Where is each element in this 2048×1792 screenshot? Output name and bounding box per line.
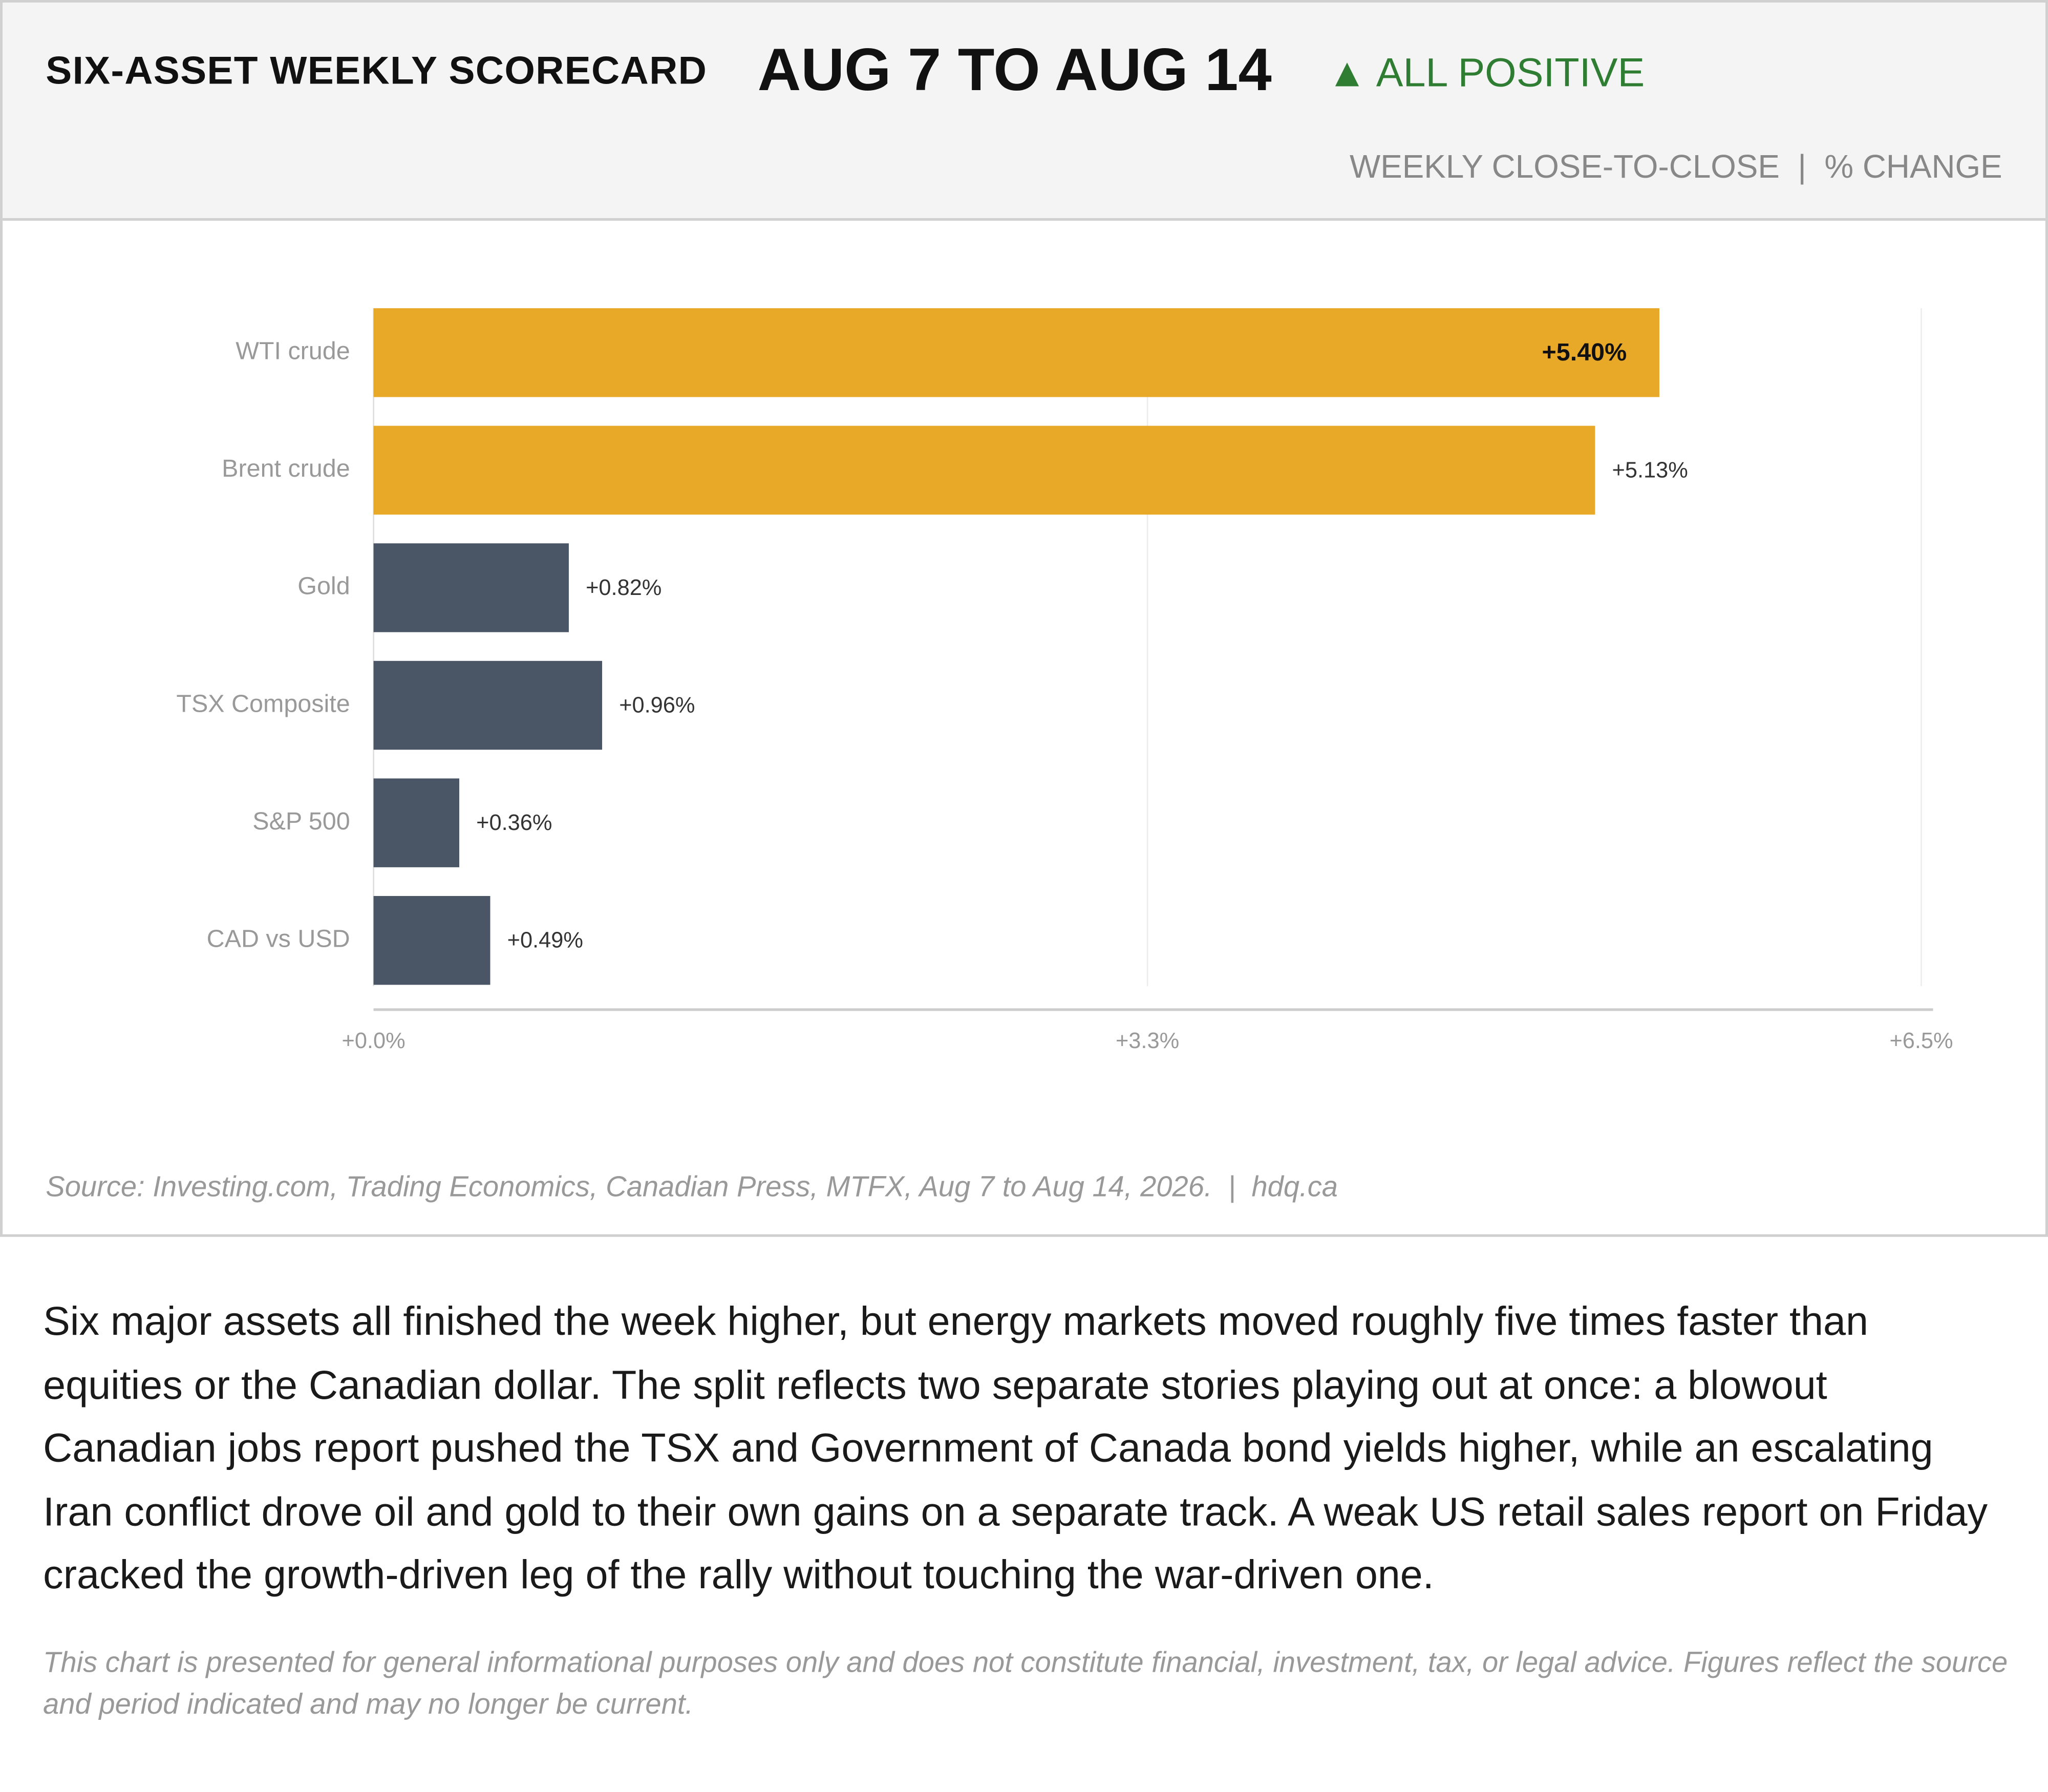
value-label: +0.36% [476, 810, 552, 835]
y-tick-label: WTI crude [236, 337, 350, 365]
x-tick-label: +0.0% [342, 1029, 406, 1053]
bar [373, 660, 603, 750]
x-tick-label: +6.5% [1889, 1029, 1953, 1053]
value-label: +0.96% [619, 693, 695, 718]
source: Source: Investing.com, Trading Economics… [46, 1170, 1338, 1203]
value-label: +0.49% [507, 928, 583, 953]
badge: ▲ ALL POSITIVE [1327, 49, 1645, 96]
value-label: +5.13% [1612, 458, 1688, 482]
y-tick-label: TSX Composite [176, 690, 350, 717]
bar [373, 308, 1659, 397]
y-tick-label: Gold [297, 572, 350, 600]
chart: +0.0% +3.3% +6.5% WTI crude +5.40% Brent crud… [176, 308, 1953, 1053]
bar [373, 895, 490, 985]
chart-title: SIX-ASSET WEEKLY SCORECARD [46, 49, 708, 93]
bar [373, 543, 569, 632]
bar [373, 778, 460, 867]
subtitle: WEEKLY CLOSE-TO-CLOSE | % CHANGE [1350, 148, 2002, 186]
bar [373, 425, 1595, 515]
disclaimer: This chart is presented for general info… [43, 1646, 2008, 1720]
value-label: +0.82% [586, 575, 662, 600]
x-tick-label: +3.3% [1116, 1029, 1179, 1053]
chart-card: SIX-ASSET WEEKLY SCORECARD AUG 7 TO AUG … [0, 0, 2048, 1237]
y-tick-label: CAD vs USD [207, 925, 350, 953]
header: SIX-ASSET WEEKLY SCORECARD AUG 7 TO AUG … [3, 3, 2045, 221]
y-tick-label: Brent crude [222, 455, 350, 482]
value-label: +5.40% [1542, 338, 1627, 366]
y-tick-label: S&P 500 [252, 807, 350, 835]
description: Six major assets all finished the week h… [43, 1298, 1988, 1597]
period: AUG 7 TO AUG 14 [757, 35, 1272, 103]
